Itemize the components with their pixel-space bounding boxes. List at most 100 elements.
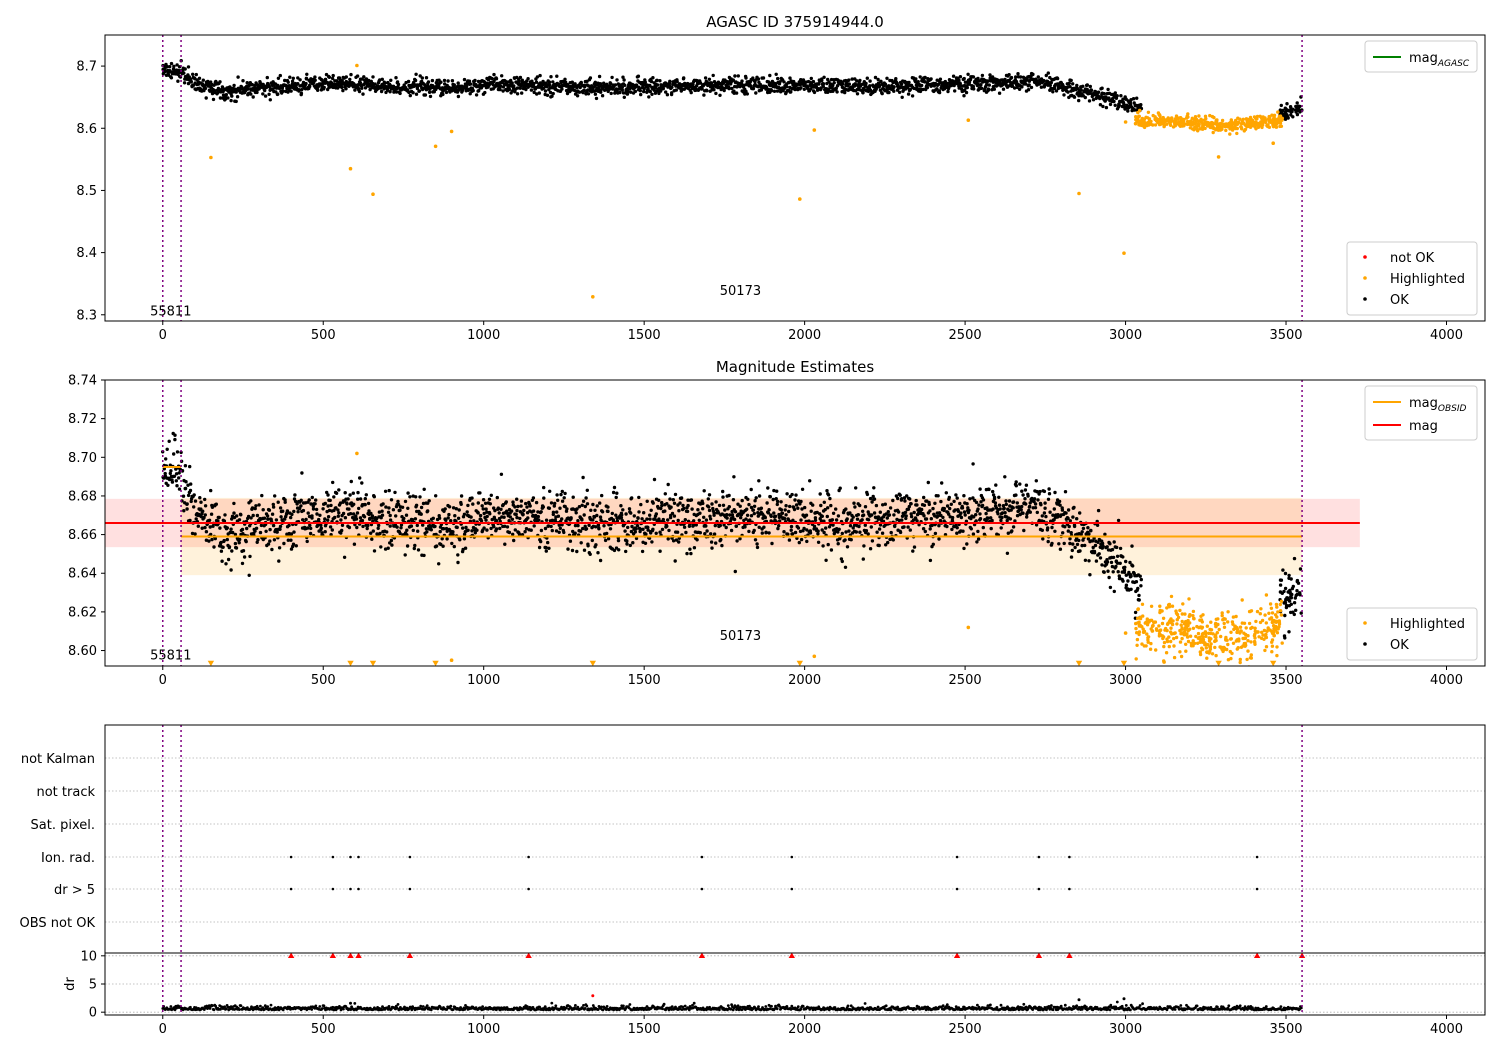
ok-point — [904, 514, 908, 518]
highlighted-point — [1220, 118, 1225, 123]
ok-point — [477, 89, 481, 93]
ok-point — [767, 508, 771, 512]
ok-point — [745, 513, 750, 517]
highlighted-outlier — [1123, 120, 1128, 124]
ok-point — [876, 77, 880, 82]
ok-point — [816, 532, 820, 536]
ok-point — [388, 513, 392, 518]
ok-point — [175, 450, 180, 454]
ok-point — [632, 514, 636, 518]
ok-point — [220, 85, 225, 89]
ok-point — [248, 554, 252, 559]
y-tick-label: 8.7 — [76, 60, 97, 75]
ok-point — [421, 501, 426, 506]
highlighted-point — [1215, 118, 1219, 122]
ok-point — [283, 498, 287, 502]
ok-point — [843, 565, 848, 569]
ok-point — [967, 508, 971, 512]
ok-point — [946, 89, 950, 94]
ok-point — [427, 90, 432, 95]
ok-point — [169, 76, 174, 80]
highlighted-point — [1229, 125, 1234, 129]
ok-point — [594, 543, 598, 547]
ok-point — [496, 506, 500, 510]
ok-point — [714, 500, 718, 504]
ok-point — [1279, 103, 1284, 108]
ok-point — [238, 537, 242, 542]
highlighted-point — [1272, 115, 1276, 120]
highlighted-point — [1190, 116, 1195, 121]
ok-point — [861, 91, 865, 95]
ok-point — [1068, 537, 1072, 541]
ok-point — [200, 526, 204, 530]
ok-point — [670, 91, 674, 95]
highlighted-outlier — [449, 129, 454, 134]
ok-point — [645, 517, 649, 521]
ok-point — [855, 92, 860, 96]
ok-point — [1046, 497, 1051, 501]
ok-point — [344, 75, 348, 79]
ok-point — [689, 90, 693, 95]
ok-point — [775, 499, 780, 504]
ok-point — [237, 518, 242, 522]
ok-point — [981, 498, 986, 502]
ok-point — [909, 514, 914, 519]
ok-point — [623, 83, 627, 88]
ok-point — [305, 526, 310, 530]
highlighted-point — [1185, 116, 1189, 120]
ok-point — [1139, 103, 1143, 107]
ok-point — [898, 493, 902, 497]
ok-point — [444, 526, 449, 531]
highlighted-point — [1189, 119, 1193, 123]
ok-point — [915, 503, 919, 507]
ok-point — [274, 518, 279, 522]
ok-point — [775, 502, 779, 507]
ok-point — [1066, 529, 1071, 533]
ok-point — [753, 499, 757, 503]
highlighted-point — [1156, 111, 1161, 115]
ok-point — [498, 526, 502, 531]
ok-point — [247, 573, 251, 577]
ok-point — [1291, 115, 1295, 119]
ok-point — [602, 524, 606, 528]
ok-point — [883, 502, 887, 506]
ok-point — [952, 499, 956, 504]
ok-point — [825, 489, 829, 493]
ok-point — [960, 506, 965, 510]
ok-point — [301, 508, 306, 513]
ok-point — [1002, 506, 1006, 511]
ok-point — [483, 501, 488, 505]
ok-point — [389, 498, 394, 502]
ok-point — [931, 542, 935, 546]
legend-label: Highlighted — [1390, 272, 1465, 287]
ok-point — [792, 507, 797, 512]
ok-point — [570, 548, 575, 553]
ok-point — [905, 494, 909, 498]
ok-point — [666, 518, 670, 522]
ok-point — [523, 530, 527, 534]
ok-point — [579, 541, 583, 545]
ok-point — [605, 531, 609, 536]
ok-point — [720, 543, 724, 548]
ok-point — [209, 532, 213, 537]
ok-point — [689, 551, 693, 556]
ok-point — [908, 528, 912, 532]
highlighted-outlier — [433, 144, 438, 149]
ok-point — [843, 90, 847, 95]
ok-point — [229, 568, 233, 572]
ok-point — [740, 79, 744, 83]
ok-point — [293, 499, 298, 504]
ok-point — [1295, 112, 1300, 117]
ok-point — [733, 569, 737, 574]
ok-point — [665, 524, 669, 528]
ok-point — [586, 544, 590, 548]
ok-point — [236, 75, 240, 79]
ok-point — [1072, 95, 1077, 99]
ok-point — [736, 502, 740, 506]
ok-point — [429, 528, 433, 532]
ok-point — [649, 508, 653, 512]
ok-point — [621, 75, 625, 79]
ok-point — [1025, 515, 1029, 519]
ok-point — [651, 527, 655, 531]
ok-point — [1019, 508, 1023, 512]
